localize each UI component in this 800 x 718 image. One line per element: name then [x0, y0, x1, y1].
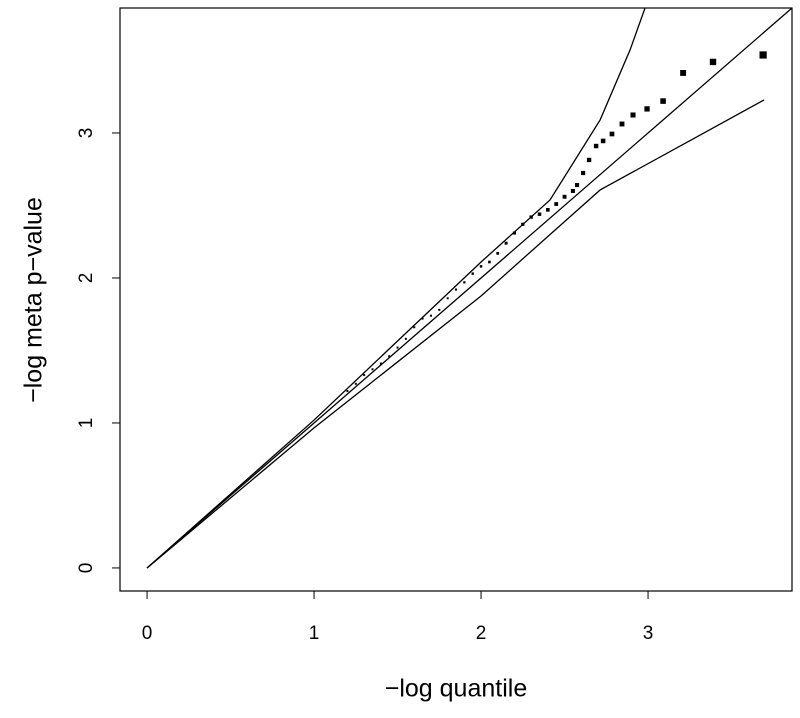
y-tick-label: 0 [76, 563, 97, 574]
x-tick-label: 0 [142, 623, 153, 644]
x-tick-label: 3 [643, 623, 654, 644]
point [537, 212, 542, 216]
point [521, 222, 525, 226]
reference-line [146, 99, 765, 569]
point [562, 194, 567, 199]
plot-frame [119, 7, 793, 592]
point [471, 272, 474, 275]
point [379, 362, 382, 365]
point [488, 260, 491, 264]
point [593, 143, 599, 149]
point [496, 251, 500, 255]
point [429, 314, 432, 317]
point [759, 51, 767, 59]
point [421, 317, 424, 320]
point [388, 355, 391, 358]
point [609, 131, 615, 137]
y-tick-label: 2 [76, 273, 97, 284]
plot-area [146, 8, 792, 569]
x-axis-title: −log quantile [385, 675, 527, 703]
point [504, 241, 508, 245]
point [630, 112, 636, 118]
point [438, 308, 441, 311]
point [446, 297, 449, 300]
y-axis-title: −log meta p−value [20, 197, 48, 403]
point [363, 374, 366, 377]
x-tick-label: 1 [309, 623, 320, 644]
point [644, 106, 650, 112]
point [396, 346, 399, 349]
point [554, 202, 559, 206]
point [346, 390, 349, 393]
point [660, 98, 666, 104]
point [371, 368, 374, 371]
point [575, 182, 580, 188]
point [413, 326, 416, 329]
point [570, 188, 575, 194]
x-tick-label: 2 [476, 623, 487, 644]
point [709, 58, 717, 66]
point [546, 208, 550, 212]
point [479, 265, 483, 268]
point [463, 281, 466, 284]
point [586, 157, 592, 163]
y-tick-label: 3 [76, 128, 97, 139]
point [529, 215, 533, 219]
point [512, 231, 516, 235]
point [454, 288, 458, 291]
y-tick-label: 1 [76, 418, 97, 429]
reference-line [146, 8, 792, 569]
point [580, 170, 586, 176]
reference-line [146, 8, 646, 569]
point [600, 138, 606, 144]
point [404, 337, 407, 340]
point [354, 382, 357, 385]
point [619, 121, 625, 127]
point [680, 70, 687, 76]
